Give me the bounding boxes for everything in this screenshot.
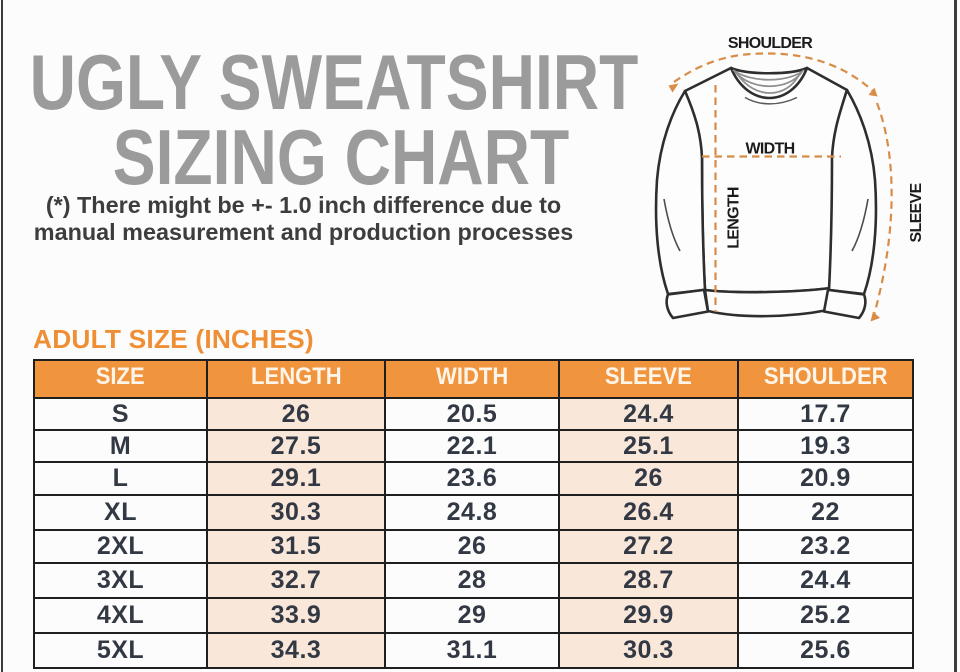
svg-text:LENGTH: LENGTH [726,187,743,249]
svg-text:SLEEVE: SLEEVE [908,183,925,243]
svg-text:WIDTH: WIDTH [746,141,795,158]
svg-text:SHOULDER: SHOULDER [728,35,813,52]
